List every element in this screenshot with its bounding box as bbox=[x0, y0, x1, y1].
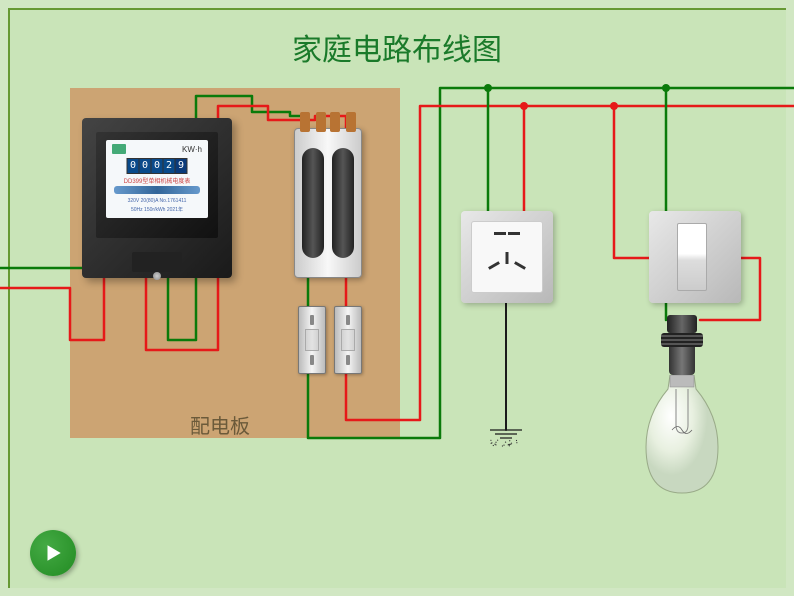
fuse-2 bbox=[334, 306, 362, 374]
light-bulb bbox=[640, 375, 724, 495]
power-socket bbox=[461, 211, 553, 303]
bulb-holder bbox=[665, 315, 699, 375]
fuse-1 bbox=[298, 306, 326, 374]
meter-unit: KW·h bbox=[182, 145, 202, 154]
meter-spec2: 50Hz 150r/kWh 2021年 bbox=[106, 206, 208, 213]
panel-label: 配电板 bbox=[190, 410, 250, 439]
electricity-meter: KW·h 00029 DD399型单相机械电度表 320V 20(80)A No… bbox=[82, 118, 232, 278]
meter-model: DD399型单相机械电度表 bbox=[106, 176, 208, 185]
light-switch[interactable] bbox=[649, 211, 741, 303]
circuit-breaker bbox=[294, 128, 362, 278]
play-button[interactable] bbox=[30, 530, 76, 576]
meter-spec1: 320V 20(80)A No.1761411 bbox=[106, 198, 208, 204]
diagram-title: 家庭电路布线图 bbox=[0, 25, 794, 69]
